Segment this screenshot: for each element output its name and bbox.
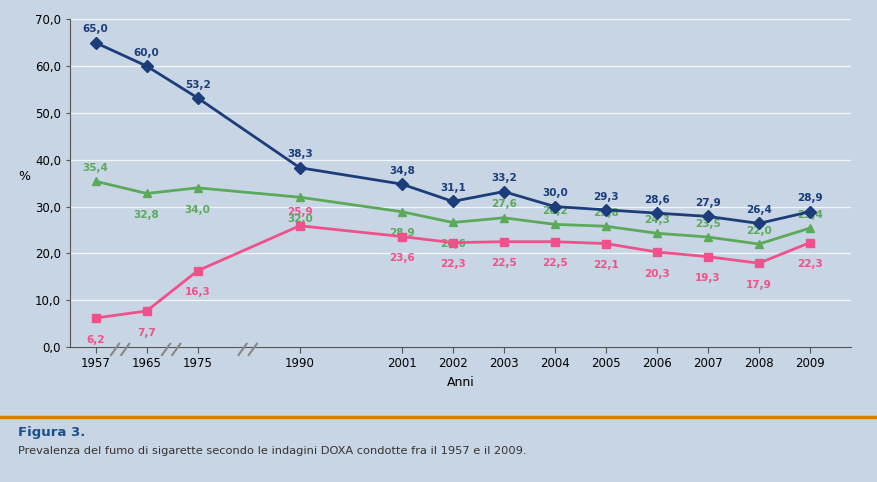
X-axis label: Anni: Anni <box>446 376 474 389</box>
Text: 28,9: 28,9 <box>389 228 415 239</box>
Text: 31,1: 31,1 <box>440 183 466 193</box>
Text: 34,8: 34,8 <box>389 166 415 176</box>
Text: 32,0: 32,0 <box>287 214 312 224</box>
Text: 26,2: 26,2 <box>542 206 567 216</box>
Text: 65,0: 65,0 <box>82 25 109 34</box>
Text: 16,3: 16,3 <box>185 287 210 297</box>
Text: Prevalenza del fumo di sigarette secondo le indagini DOXA condotte fra il 1957 e: Prevalenza del fumo di sigarette secondo… <box>18 446 526 456</box>
Text: 19,3: 19,3 <box>695 273 721 283</box>
Text: 27,6: 27,6 <box>491 200 517 210</box>
Text: 25,9: 25,9 <box>287 207 312 217</box>
Text: 34,0: 34,0 <box>185 204 210 214</box>
Text: 6,2: 6,2 <box>87 335 105 345</box>
Text: 22,1: 22,1 <box>593 260 618 270</box>
Text: 23,6: 23,6 <box>389 253 415 263</box>
Text: 38,3: 38,3 <box>287 149 312 160</box>
Text: Figura 3.: Figura 3. <box>18 426 85 439</box>
Text: 23,5: 23,5 <box>695 219 721 228</box>
Text: 22,5: 22,5 <box>491 258 517 268</box>
Text: 20,3: 20,3 <box>644 268 670 279</box>
Text: 28,9: 28,9 <box>797 193 823 203</box>
Text: 29,3: 29,3 <box>593 191 618 201</box>
Text: 33,2: 33,2 <box>491 173 517 183</box>
Text: 60,0: 60,0 <box>134 48 160 58</box>
Text: 22,3: 22,3 <box>797 259 823 269</box>
Text: 22,5: 22,5 <box>542 258 567 268</box>
Text: 30,0: 30,0 <box>542 188 567 198</box>
Text: 27,9: 27,9 <box>695 198 721 208</box>
Y-axis label: %: % <box>18 170 30 183</box>
Text: 22,3: 22,3 <box>440 259 466 269</box>
Text: 17,9: 17,9 <box>746 280 772 290</box>
Text: 35,4: 35,4 <box>82 163 109 173</box>
Text: 25,4: 25,4 <box>797 210 823 220</box>
Text: 53,2: 53,2 <box>185 80 210 90</box>
Text: 28,6: 28,6 <box>644 195 670 205</box>
Text: 26,6: 26,6 <box>440 239 466 249</box>
Text: 26,4: 26,4 <box>746 205 772 215</box>
Text: 25,8: 25,8 <box>593 208 618 218</box>
Text: 22,0: 22,0 <box>746 226 772 236</box>
Text: 24,3: 24,3 <box>644 215 670 225</box>
Text: 7,7: 7,7 <box>138 328 156 338</box>
Text: 32,8: 32,8 <box>134 210 160 220</box>
